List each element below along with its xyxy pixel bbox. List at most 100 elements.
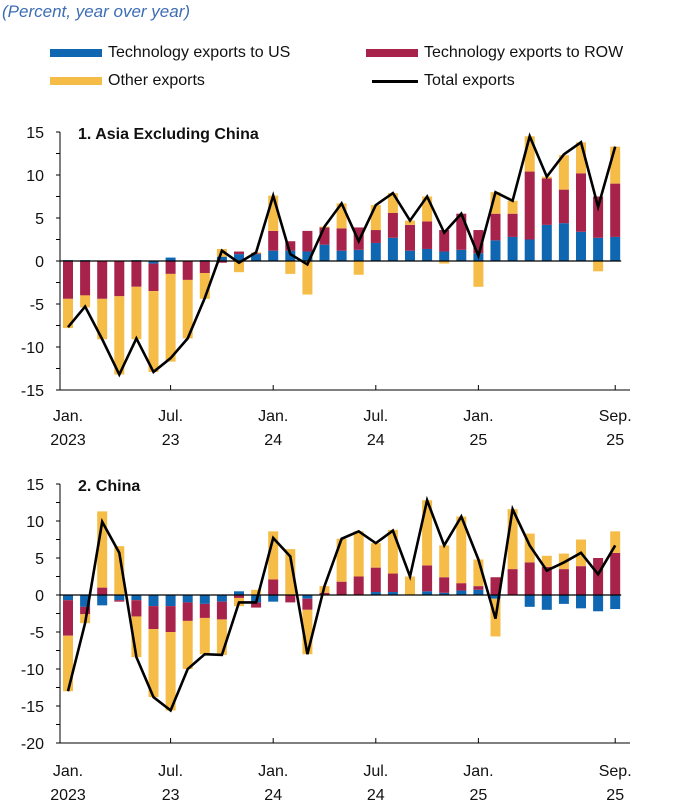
bar-tech-row-2023-10 xyxy=(216,601,227,620)
bar-tech-us-2023-10 xyxy=(216,256,227,261)
bar-tech-us-2023-06 xyxy=(148,261,159,264)
bar-other-2023-05 xyxy=(131,616,142,658)
bar-other-2023-06 xyxy=(148,629,159,698)
bar-tech-us-2025-02 xyxy=(490,240,501,261)
bar-tech-us-2025-04 xyxy=(524,595,535,607)
bar-other-2024-05 xyxy=(336,203,347,229)
bar-tech-row-2024-04 xyxy=(319,227,330,245)
x-tick-label: 2023 xyxy=(50,432,86,449)
bar-tech-row-2024-05 xyxy=(336,228,347,251)
bar-tech-us-2025-08 xyxy=(593,237,604,261)
x-tick-label: Jul. xyxy=(363,763,388,780)
bar-tech-us-2023-08 xyxy=(182,595,193,603)
bar-tech-us-2025-04 xyxy=(524,239,535,261)
y-tick-label: 10 xyxy=(26,514,44,531)
bar-other-2024-03 xyxy=(302,261,313,295)
y-tick-label: 5 xyxy=(35,211,44,228)
x-tick-label: Jan. xyxy=(258,763,288,780)
bar-other-2025-07 xyxy=(576,142,586,174)
bar-tech-row-2023-06 xyxy=(148,606,159,630)
bar-tech-row-2024-01 xyxy=(268,579,279,595)
y-tick-label: -10 xyxy=(21,340,44,357)
bar-tech-us-2024-01 xyxy=(268,250,279,261)
x-tick-label: 23 xyxy=(162,787,180,804)
y-tick-label: 10 xyxy=(26,168,44,185)
bar-other-2025-01 xyxy=(473,261,484,287)
bar-other-2024-06 xyxy=(353,531,364,577)
bar-tech-row-2023-02 xyxy=(80,606,91,615)
legend-item-tech-row: Technology exports to ROW xyxy=(366,44,623,62)
panel-title: 2. China xyxy=(78,478,140,495)
bar-tech-us-2024-07 xyxy=(370,592,381,595)
bar-other-2025-02 xyxy=(490,192,501,214)
bar-tech-us-2024-05 xyxy=(336,250,347,261)
bar-other-2023-10 xyxy=(216,619,227,655)
bar-tech-us-2023-11 xyxy=(234,591,244,595)
panel-2: -20 -15 -10 -5 0 5 10 15 2. China Jan. 2023 Jul. 23 J… xyxy=(21,477,632,804)
bar-tech-row-2024-07 xyxy=(370,230,381,243)
y-tick-label: 0 xyxy=(35,588,44,605)
bar-tech-row-2024-02 xyxy=(285,241,296,251)
chart-subtitle: (Percent, year over year) xyxy=(2,2,191,21)
bar-tech-row-2025-03 xyxy=(507,213,518,237)
bar-tech-row-2023-12 xyxy=(251,602,262,608)
bar-tech-row-2023-07 xyxy=(165,606,176,632)
bar-other-2024-11 xyxy=(439,545,450,578)
bar-tech-us-2023-06 xyxy=(148,595,159,607)
bar-tech-row-2025-09 xyxy=(610,552,621,595)
bar-tech-us-2023-03 xyxy=(97,595,108,606)
bar-tech-row-2024-09 xyxy=(405,224,415,251)
bar-other-2023-06 xyxy=(148,291,159,372)
x-tick-label: Jan. xyxy=(53,763,83,780)
bar-tech-row-2025-07 xyxy=(576,173,586,232)
bar-tech-row-2023-08 xyxy=(182,261,193,280)
bar-tech-us-2023-10 xyxy=(216,595,227,602)
bar-other-2025-04 xyxy=(524,533,535,563)
bar-tech-row-2024-10 xyxy=(422,221,433,249)
legend-item-total: Total exports xyxy=(372,72,515,90)
legend-label: Technology exports to US xyxy=(108,44,291,61)
bar-tech-row-2024-08 xyxy=(387,212,398,238)
bar-tech-row-2023-03 xyxy=(97,587,108,595)
bar-tech-us-2023-01 xyxy=(63,595,73,601)
bar-tech-row-2023-01 xyxy=(63,600,73,636)
bar-tech-us-2025-09 xyxy=(610,595,621,610)
bar-tech-us-2025-02 xyxy=(490,595,501,599)
bar-tech-row-2025-05 xyxy=(541,178,552,225)
bar-other-2024-12 xyxy=(456,516,467,584)
x-tick-label: Sep. xyxy=(599,408,632,425)
bar-tech-us-2025-05 xyxy=(541,595,552,610)
bar-tech-row-2024-11 xyxy=(439,230,450,252)
bar-tech-row-2024-05 xyxy=(336,581,347,595)
bar-tech-row-2024-08 xyxy=(387,573,398,593)
bar-tech-us-2025-05 xyxy=(541,224,552,261)
bar-other-2024-01 xyxy=(268,531,279,580)
bar-other-2024-07 xyxy=(370,205,381,231)
bar-tech-row-2025-08 xyxy=(593,196,604,238)
bar-other-2025-08 xyxy=(593,261,604,272)
x-tick-label: Sep. xyxy=(599,763,632,780)
bar-tech-row-2023-03 xyxy=(97,261,108,299)
panel-1: -15 -10 -5 0 5 10 15 1. Asia Excluding China Jan… xyxy=(21,125,632,449)
bar-other-2023-11 xyxy=(234,261,244,273)
bar-tech-us-2025-09 xyxy=(610,236,621,261)
bar-other-2023-09 xyxy=(199,617,210,655)
bar-tech-row-2024-03 xyxy=(302,230,313,252)
bar-tech-row-2023-09 xyxy=(199,603,210,618)
bar-tech-row-2025-05 xyxy=(541,566,552,595)
bar-tech-row-2024-03 xyxy=(302,598,313,610)
bar-tech-us-2023-09 xyxy=(199,595,210,604)
bar-tech-us-2025-01 xyxy=(473,589,484,595)
bar-other-2023-07 xyxy=(165,632,176,711)
bar-tech-row-2023-06 xyxy=(148,263,159,292)
bar-tech-us-2024-08 xyxy=(387,592,398,595)
y-tick-label: 15 xyxy=(26,125,44,142)
bar-other-2024-03 xyxy=(302,609,313,655)
bar-other-2023-08 xyxy=(182,279,193,339)
bar-tech-us-2025-07 xyxy=(576,231,586,261)
bar-tech-us-2023-12 xyxy=(251,254,262,261)
legend-item-tech-us: Technology exports to US xyxy=(50,44,290,62)
bar-tech-row-2023-11 xyxy=(234,251,244,255)
x-tick-label: 25 xyxy=(606,432,624,449)
bar-tech-row-2023-01 xyxy=(63,261,73,299)
